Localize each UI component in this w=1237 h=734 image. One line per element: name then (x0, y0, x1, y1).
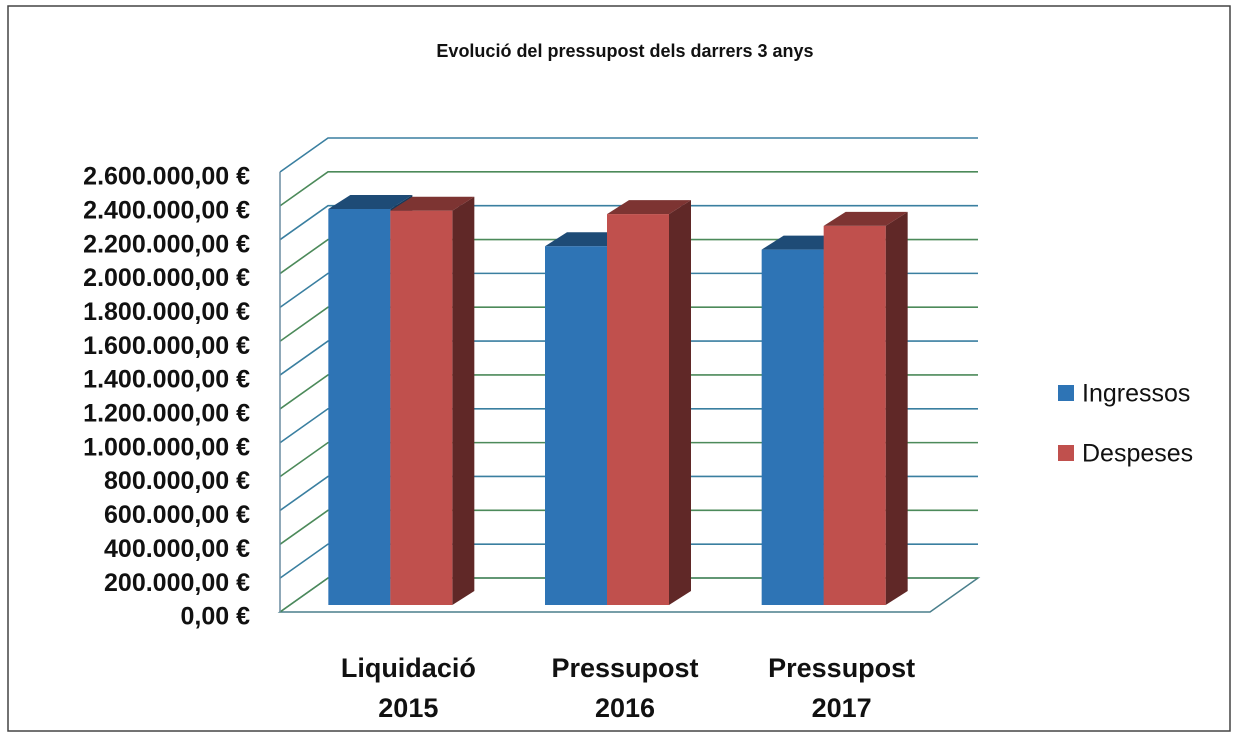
grid-line (279, 374, 978, 410)
bar-top (823, 211, 908, 226)
y-tick-label: 600.000,00 € (104, 501, 250, 529)
y-tick-label: 2.200.000,00 € (83, 230, 250, 258)
grid-line (279, 137, 978, 173)
bar (607, 214, 669, 606)
x-tick-label: Liquidació 2015 (340, 653, 476, 723)
chart-title: Evolució del pressupost dels darrers 3 a… (436, 41, 813, 61)
y-tick-label: 1.800.000,00 € (83, 298, 250, 326)
grid-line (279, 272, 978, 309)
grid-line (279, 306, 978, 342)
bar-side (452, 196, 475, 605)
y-tick-label: 1.400.000,00 € (83, 366, 250, 394)
legend-swatch (1058, 385, 1074, 401)
x-tick-label: Pressupost 2016 (551, 653, 699, 723)
legend-label: Ingressos (1082, 380, 1190, 408)
y-tick-label: 1.000.000,00 € (83, 433, 250, 461)
y-tick-label: 2.400.000,00 € (83, 196, 250, 224)
bar (328, 209, 391, 605)
bar-side (885, 211, 908, 605)
y-tick-label: 0,00 € (180, 603, 250, 631)
grid-line (279, 171, 978, 207)
bar-side (669, 200, 691, 606)
x-tick-label: Pressupost 2017 (768, 653, 916, 723)
bar-top (390, 196, 475, 211)
bar (761, 249, 824, 605)
grid-line (279, 407, 978, 444)
bar (823, 225, 886, 605)
bar-top (328, 195, 413, 209)
grid-line (279, 543, 978, 579)
y-tick-label: 1.600.000,00 € (83, 332, 250, 360)
grid-line (279, 577, 978, 613)
grid-line (279, 475, 978, 512)
bar (390, 210, 453, 605)
y-tick-label: 2.600.000,00 € (83, 163, 250, 191)
y-tick-label: 800.000,00 € (104, 467, 250, 495)
y-tick-label: 1.200.000,00 € (83, 400, 250, 428)
grid-line (279, 441, 978, 478)
bar (545, 246, 607, 605)
grid-line (279, 204, 978, 241)
y-tick-label: 2.000.000,00 € (83, 264, 250, 292)
y-tick-label: 200.000,00 € (104, 569, 250, 597)
grid-line (279, 509, 978, 545)
y-tick-label: 400.000,00 € (104, 535, 250, 563)
grid-line (279, 340, 978, 376)
legend-swatch (1058, 445, 1074, 461)
bar-top (607, 200, 691, 215)
legend-label: Despeses (1082, 440, 1193, 468)
grid-line (279, 238, 978, 275)
